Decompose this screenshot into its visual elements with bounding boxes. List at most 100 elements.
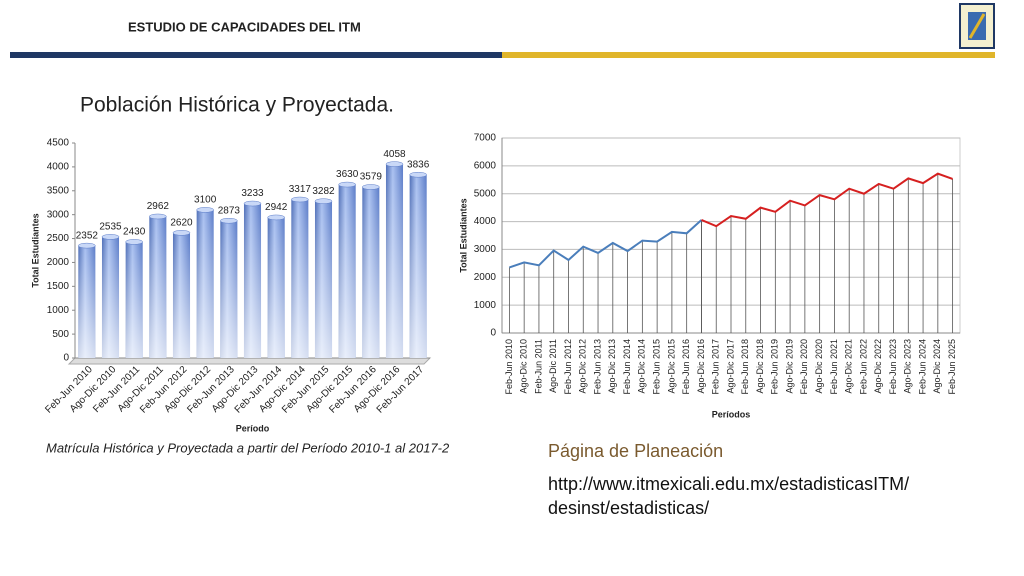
x-tick-label: Ago-Dic 2010 [519,339,529,394]
x-tick-label: Ago-Dic 2021 [844,339,854,394]
y-axis-title: Total Estudiantes [458,198,468,272]
bar-cap [362,184,380,190]
value-label: 2962 [147,201,170,212]
bar-cap [314,198,333,204]
value-label: 2873 [218,205,241,216]
y-tick-label: 4500 [47,138,70,149]
bar-shade [149,216,167,358]
x-tick-label: Ago-Dic 2013 [607,339,617,394]
bar-shade [314,201,333,358]
value-label: 3233 [241,188,264,199]
x-tick-label: Feb-Jun 2018 [740,339,750,395]
y-tick-label: 7000 [474,133,497,144]
y-tick-label: 4000 [474,216,497,227]
bar-cap [196,207,214,213]
x-tick-label: Feb-Jun 2010 [504,339,514,395]
x-tick-label: Ago-Dic 2017 [725,339,735,394]
x-tick-label: Feb-Jun 2014 [622,339,632,395]
bar-shade [267,217,285,358]
x-tick-label: Feb-Jun 2025 [947,339,957,395]
bar-shade [338,184,356,358]
header-title: ESTUDIO DE CAPACIDADES DEL ITM [128,19,361,34]
x-tick-label: Feb-Jun 2019 [770,339,780,395]
bar-cap [149,213,167,220]
x-tick-label: Feb-Jun 2024 [917,339,927,395]
x-tick-label: Ago-Dic 2023 [903,339,913,394]
y-tick-label: 6000 [474,160,497,171]
bar-shade [385,164,404,358]
value-label: 3100 [194,195,217,206]
x-tick-label: Ago-Dic 2014 [637,339,647,394]
x-tick-label: Ago-Dic 2012 [578,339,588,394]
bar-shade [220,220,238,358]
bar-cap [409,171,427,178]
value-label: 2430 [123,227,146,238]
y-tick-label: 1500 [47,281,70,292]
x-tick-label: Feb-Jun 2016 [681,339,691,395]
bar-shade [291,199,309,358]
x-tick-label: Ago-Dic 2019 [784,339,794,394]
y-axis-title: Total Estudiantes [30,213,40,287]
bar-shade [243,203,262,358]
x-tick-label: Ago-Dic 2020 [814,339,824,394]
x-tick-label: Ago-Dic 2024 [932,339,942,394]
x-axis-title: Períodos [712,409,751,419]
bar-cap [78,242,96,249]
bar-cap [220,217,238,224]
bar-shade [409,174,427,358]
x-tick-label: Feb-Jun 2012 [563,339,573,395]
y-tick-label: 1000 [474,300,497,311]
slide-title: Población Histórica y Proyectada. [80,94,394,117]
series-line [509,219,703,269]
value-label: 2352 [76,230,99,241]
y-tick-label: 3000 [47,209,70,220]
x-tick-label: Ago-Dic 2011 [548,339,558,393]
link-url-line[interactable]: http://www.itmexicali.edu.mx/estadistica… [548,474,910,494]
bar-cap [267,214,285,221]
header-bar-blue [10,52,502,58]
y-tick-label: 2000 [47,257,70,268]
x-tick-label: Feb-Jun 2017 [711,339,721,395]
bar-cap [243,200,262,207]
value-label: 3630 [336,169,359,180]
y-tick-label: 0 [63,353,69,364]
x-tick-label: Feb-Jun 2022 [858,339,868,395]
floor [67,357,432,365]
bar-shade [196,209,214,358]
logo [959,3,995,49]
bar-cap [172,230,191,236]
bar-shade [362,187,380,358]
x-tick-label: Feb-Jun 2020 [799,339,809,395]
y-tick-label: 5000 [474,188,497,199]
value-label: 2535 [99,222,122,233]
bar-shade [78,245,96,358]
x-tick-label: Feb-Jun 2021 [829,339,839,395]
y-tick-label: 500 [52,329,69,340]
y-tick-label: 2000 [474,272,497,283]
header-bar-gold [502,52,995,58]
x-tick-label: Feb-Jun 2023 [888,339,898,395]
bar-cap [385,161,404,167]
value-label: 3579 [360,172,383,183]
y-tick-label: 3000 [474,244,497,255]
x-tick-label: Feb-Jun 2015 [652,339,662,395]
link-url[interactable]: http://www.itmexicali.edu.mx/estadistica… [548,472,909,520]
y-tick-label: 0 [490,328,496,339]
value-label: 4058 [383,149,406,160]
y-tick-label: 4000 [47,162,70,173]
value-label: 3317 [289,184,312,195]
y-tick-label: 2500 [47,233,70,244]
x-tick-label: Feb-Jun 2011 [533,339,543,394]
value-label: 2620 [170,217,193,228]
link-label: Página de Planeación [548,441,723,461]
bar-cap [291,196,309,203]
y-tick-label: 1000 [47,305,70,316]
bar-cap [125,239,143,245]
series-line [701,172,953,228]
x-tick-label: Ago-Dic 2016 [696,339,706,394]
x-axis-title: Período [236,423,270,433]
link-url-line[interactable]: desinst/estadisticas/ [548,498,710,518]
caption: Matrícula Histórica y Proyectada a parti… [46,440,450,455]
value-label: 2942 [265,202,288,213]
